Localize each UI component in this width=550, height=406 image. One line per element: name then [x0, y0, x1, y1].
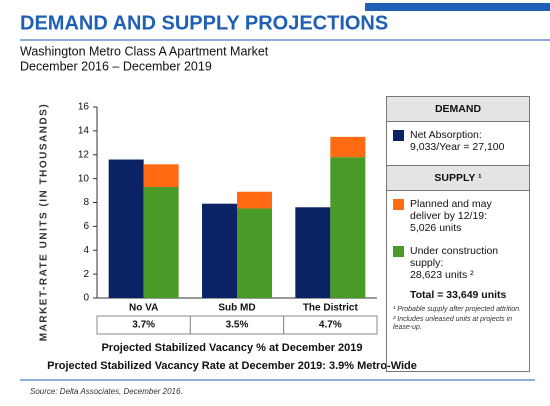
x-tick-label: No VA [129, 303, 158, 314]
legend-detail: 9,033/Year = 27,100 [410, 141, 505, 153]
bar [295, 207, 331, 298]
legend-item: Under construction supply: 28,623 units ² [387, 238, 529, 285]
y-tick-label: 8 [83, 197, 89, 208]
legend-detail: 5,026 units [410, 222, 462, 234]
chart-title: DEMAND AND SUPPLY PROJECTIONS [20, 12, 388, 34]
footnote: ² Includes unleased units at projects in… [393, 316, 513, 331]
bar-segment [237, 208, 272, 298]
y-tick-label: 10 [78, 173, 90, 184]
legend: DEMAND Net Absorption: 9,033/Year = 27,100… [386, 96, 530, 372]
legend-text: Under construction supply: 28,623 units ² [410, 245, 523, 281]
x-tick-label: The District [303, 303, 359, 314]
vacancy-value: 4.7% [319, 320, 342, 331]
source: Source: Delta Associates, December 2016. [30, 387, 183, 396]
x-tick-label: Sub MD [218, 303, 255, 314]
y-tick-label: 16 [78, 102, 90, 113]
legend-detail: 28,623 units ² [410, 269, 474, 281]
legend-swatch [393, 246, 404, 257]
vacancy-caption: Projected Stabilized Vacancy % at Decemb… [101, 342, 362, 354]
legend-group-header: DEMAND [387, 97, 529, 122]
legend-label: Net Absorption: [410, 129, 482, 141]
y-axis-label: MARKET-RATE UNITS (IN THOUSANDS) [39, 103, 50, 341]
bar-segment [330, 136, 366, 158]
y-tick-label: 12 [78, 149, 90, 160]
y-tick-label: 2 [83, 269, 89, 280]
bar-segment [330, 157, 366, 298]
legend-swatch [393, 199, 404, 210]
legend-group-header: SUPPLY ¹ [387, 165, 529, 191]
bar [202, 203, 237, 298]
vacancy-value: 3.5% [226, 320, 249, 331]
bar-segment [143, 186, 179, 298]
total: Total = 33,649 units [410, 289, 507, 301]
bar-segment [143, 164, 179, 187]
y-tick-label: 4 [83, 245, 89, 256]
footnote: ¹ Probable supply after projected attrit… [393, 306, 522, 313]
vacancy-value: 3.7% [132, 320, 155, 331]
top-bar [365, 3, 550, 11]
legend-text: Planned and may deliver by 12/19: 5,026 u… [410, 198, 523, 234]
vacancy-cell [283, 315, 378, 335]
bar [108, 159, 144, 298]
legend-item: Net Absorption: 9,033/Year = 27,100 [387, 122, 529, 165]
legend-item: Planned and may deliver by 12/19: 5,026 u… [387, 191, 529, 238]
subtitle: December 2016 – December 2019 [20, 59, 212, 73]
legend-text: Net Absorption: 9,033/Year = 27,100 [410, 129, 505, 153]
y-tick-label: 14 [78, 126, 90, 137]
legend-swatch [393, 130, 404, 141]
bar-segment [237, 191, 272, 209]
subtitle: Washington Metro Class A Apartment Marke… [20, 44, 269, 58]
legend-label: Planned and may deliver by 12/19: [410, 198, 492, 222]
metro-note: Projected Stabilized Vacancy Rate at Dec… [47, 360, 417, 372]
y-tick-label: 0 [83, 293, 89, 304]
legend-label: Under construction supply: [410, 245, 499, 269]
y-tick-label: 6 [83, 221, 89, 232]
